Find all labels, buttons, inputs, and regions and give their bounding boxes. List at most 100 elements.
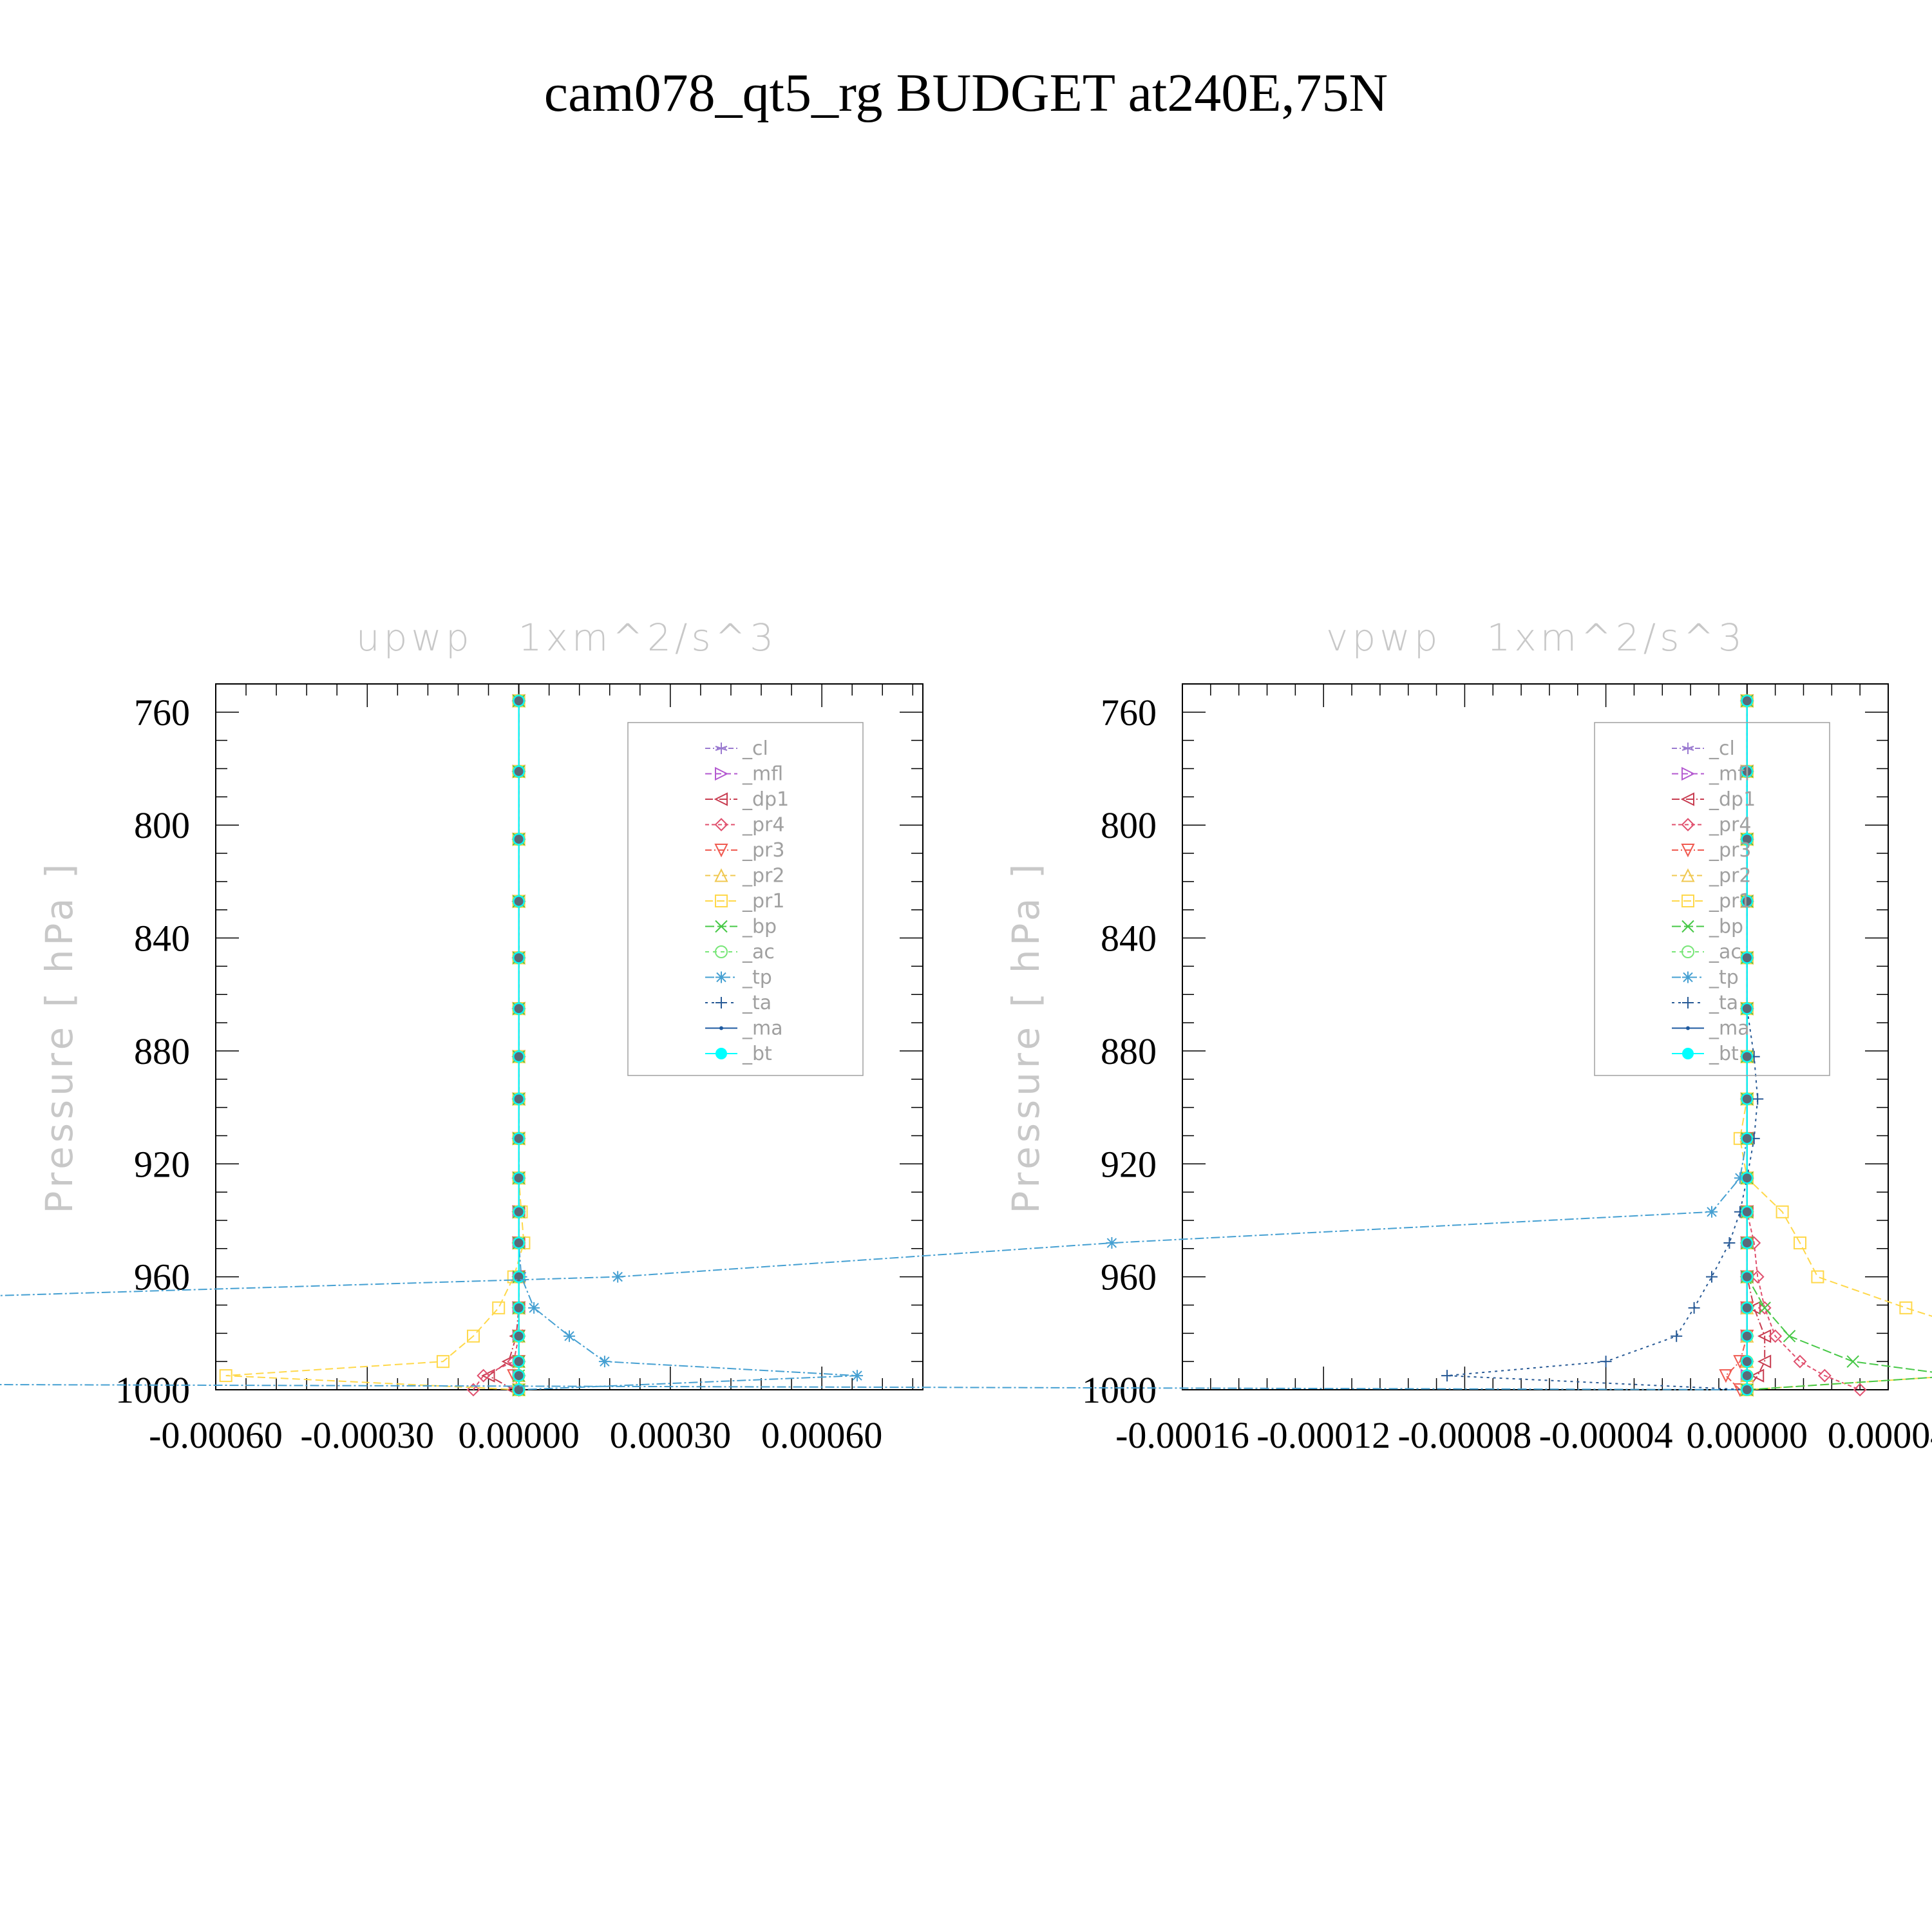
data-point (1742, 1133, 1752, 1143)
data-point (1600, 1356, 1612, 1368)
legend-marker (1681, 895, 1694, 907)
legend-item: _pr1 (705, 890, 784, 913)
series-line (513, 701, 520, 1390)
legend-label: _cl (1709, 737, 1735, 760)
legend-label: _tp (1709, 967, 1739, 989)
data-point (219, 1369, 232, 1383)
legend-label: _dp1 (1709, 788, 1756, 811)
data-point (1706, 1206, 1718, 1218)
data-point (1706, 1271, 1718, 1283)
series-pr4 (1740, 694, 1867, 1397)
legend-item: _pr1 (1672, 890, 1751, 913)
legend-marker (714, 868, 728, 882)
legend-marker (1682, 1048, 1694, 1059)
data-point (514, 1004, 524, 1014)
legend-item: _tp (1672, 967, 1739, 989)
legend-label: _pr1 (742, 890, 784, 913)
data-point (514, 1331, 524, 1341)
data-point (1742, 1094, 1752, 1104)
main-title: cam078_qt5_rg BUDGET at240E,75N (544, 63, 1388, 123)
data-point (1742, 896, 1752, 906)
legend-item: _bp (705, 916, 777, 938)
legend-label: _pr2 (742, 865, 784, 887)
legend-box (627, 722, 864, 1076)
legend-item: _pr4 (705, 814, 784, 837)
x-tick-label: -0.00060 (149, 1414, 283, 1456)
x-tick-label: 0.00060 (761, 1414, 883, 1456)
legend-item: _bp (1672, 916, 1743, 938)
y-tick-label: 880 (134, 1030, 190, 1072)
legend: _cl _mfl_dp1 _pr4_pr3 _pr2 _pr1 _bp _ac _tp _ta _… (1594, 722, 1830, 1076)
y-tick-label: 840 (134, 918, 190, 960)
legend-label: _pr4 (742, 814, 784, 837)
legend-marker (1680, 792, 1694, 806)
data-point (514, 1303, 524, 1312)
legend-label: _pr3 (742, 839, 784, 862)
legend-label: _bp (1709, 916, 1743, 938)
legend-marker (714, 818, 728, 831)
data-point (1783, 1329, 1796, 1343)
legend: _cl _mfl_dp1 _pr4_pr3 _pr2 _pr1 _bp _ac _tp _ta _… (627, 722, 864, 1076)
legend-item: _mfl (1672, 763, 1750, 786)
panel-units: 1xm^2/s^3 (1486, 616, 1745, 659)
y-tick-label: 800 (134, 804, 190, 846)
legend-label: _dp1 (742, 788, 789, 811)
y-tick-label: 760 (1101, 692, 1157, 734)
x-tick-label: -0.00012 (1256, 1414, 1390, 1456)
legend-label: _pr1 (1709, 890, 1751, 913)
plot-frame (215, 683, 923, 1390)
panel-title-upwp: upwp 1xm^2/s^3 (356, 616, 777, 659)
x-tick-label: 0.00030 (610, 1414, 732, 1456)
data-point (1742, 953, 1752, 963)
panel-vpwp: vpwp 1xm^2/s^3 Pressure [ hPa ] 760 800 840… (0, 616, 1932, 1456)
legend-label: _ta (742, 992, 772, 1014)
legend-label: _pr4 (1709, 814, 1751, 837)
data-point (492, 1301, 506, 1314)
y-tick-label: 960 (1101, 1256, 1157, 1298)
plot-frame (1182, 683, 1889, 1390)
data-point (477, 1368, 491, 1383)
series-pr4 (466, 694, 526, 1397)
legend-label: _ta (1709, 992, 1738, 1014)
legend-marker (715, 945, 728, 958)
legend-item: _pr3 (705, 839, 784, 862)
legend-label: _ac (1709, 941, 1741, 963)
series-line (473, 701, 520, 1390)
y-tick-label: 1000 (1082, 1369, 1157, 1411)
series-line (0, 701, 1748, 1390)
series-layer (0, 694, 1932, 1397)
legend-item: _ta (1672, 992, 1738, 1014)
series-line (1746, 701, 1932, 1390)
data-point (1742, 1371, 1752, 1381)
legend-item: _ac (705, 941, 775, 963)
legend-label: _bt (742, 1043, 772, 1065)
data-point (1742, 1173, 1752, 1183)
data-point (514, 1371, 524, 1381)
center-markers (1742, 696, 1752, 1394)
legend-item: _bt (705, 1043, 772, 1065)
data-point (1742, 1385, 1752, 1394)
x-tick-label: 0.00004 (1828, 1414, 1932, 1456)
data-point (1742, 1272, 1752, 1282)
panel-var-name: vpwp (1326, 616, 1441, 659)
legend-marker (1681, 766, 1696, 781)
legend-marker (1682, 997, 1694, 1009)
data-point (436, 1355, 450, 1368)
data-point (1742, 1238, 1752, 1248)
legend-marker (715, 997, 727, 1009)
legend-marker (1681, 818, 1695, 831)
data-point (1742, 1331, 1752, 1341)
data-point (1757, 1329, 1772, 1343)
data-point (514, 1385, 524, 1394)
data-point (1750, 1368, 1765, 1383)
legend-item: _pr2 (1672, 865, 1751, 887)
data-point (1742, 1303, 1752, 1312)
y-tick-label: 840 (1101, 918, 1157, 960)
data-point (514, 1052, 524, 1061)
data-point (1776, 1205, 1789, 1218)
legend-label: _ma (742, 1018, 783, 1040)
series-line (1739, 701, 1932, 1390)
legend-item: _cl (1672, 737, 1735, 760)
